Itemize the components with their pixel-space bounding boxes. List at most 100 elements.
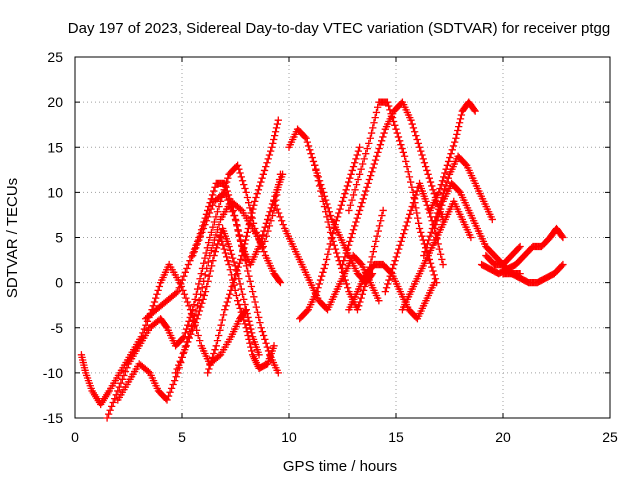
data-point [118, 375, 127, 383]
data-point [451, 138, 459, 146]
data-point [461, 160, 470, 168]
data-point [238, 251, 246, 260]
data-point [248, 329, 256, 337]
data-point [435, 245, 444, 253]
data-point [364, 179, 372, 187]
data-point [397, 141, 405, 149]
data-point [435, 209, 444, 217]
data-point [334, 253, 342, 261]
data-point [357, 165, 365, 173]
data-point [337, 201, 345, 209]
data-point [347, 233, 355, 242]
data-point [226, 266, 234, 274]
data-point [246, 204, 254, 212]
data-point [196, 290, 205, 298]
data-point [106, 406, 114, 414]
data-point [209, 257, 217, 265]
data-point [253, 308, 262, 316]
data-point [360, 191, 369, 199]
data-point [216, 326, 224, 334]
data-point [324, 250, 332, 258]
data-point [252, 303, 260, 311]
data-point [262, 162, 270, 171]
data-point [341, 190, 349, 198]
data-point [449, 142, 458, 150]
data-point [276, 213, 284, 221]
data-point [351, 159, 359, 167]
data-point [374, 103, 382, 111]
data-point [342, 186, 350, 194]
data-point [195, 280, 203, 288]
data-point [311, 161, 319, 169]
data-point [206, 233, 214, 242]
data-point [240, 316, 248, 324]
data-point [318, 184, 326, 193]
data-point [374, 148, 382, 157]
data-point [261, 335, 269, 344]
data-point [559, 260, 567, 269]
data-point [167, 384, 176, 392]
data-point [354, 175, 362, 184]
data-point [307, 150, 315, 158]
data-point [323, 200, 331, 208]
data-point [221, 306, 229, 314]
data-point [150, 298, 159, 306]
x-tick-label: 20 [495, 429, 511, 445]
x-tick-label: 10 [281, 429, 297, 445]
data-point [182, 342, 190, 350]
data-point [431, 275, 440, 283]
data-point [358, 290, 367, 298]
data-point [230, 281, 238, 289]
data-point [425, 174, 433, 182]
data-point [353, 151, 361, 159]
data-point [187, 253, 196, 261]
data-point [400, 152, 409, 160]
data-point [367, 258, 375, 266]
data-point [220, 245, 228, 253]
data-point [241, 300, 249, 309]
data-point [142, 321, 150, 329]
data-point [215, 220, 223, 229]
data-point [385, 102, 393, 110]
data-point [200, 259, 208, 267]
data-point [405, 173, 414, 181]
data-point [357, 202, 365, 211]
data-point [229, 254, 237, 262]
data-point [192, 244, 200, 252]
data-point [247, 325, 255, 333]
data-point [176, 357, 184, 365]
data-point [319, 268, 327, 276]
data-point [440, 173, 448, 181]
data-point [393, 249, 402, 257]
data-point [175, 284, 183, 292]
data-point [185, 302, 193, 310]
data-point [429, 186, 437, 194]
data-point [409, 124, 418, 132]
y-tick-label: -5 [51, 320, 64, 336]
data-point [169, 380, 177, 389]
data-point [244, 313, 252, 322]
data-point [417, 147, 425, 155]
data-point [251, 197, 259, 206]
data-point [379, 133, 387, 141]
series-arc-1 [77, 260, 250, 409]
data-point [204, 258, 212, 266]
data-point [196, 303, 205, 311]
series-arc-13 [338, 98, 447, 269]
data-point [198, 284, 206, 292]
data-point [234, 226, 242, 234]
data-point [406, 210, 414, 218]
data-point [242, 324, 250, 332]
data-point [369, 124, 377, 132]
data-point [348, 166, 356, 175]
data-point [369, 248, 378, 256]
data-points [77, 98, 567, 422]
data-point [312, 165, 320, 173]
data-point [196, 232, 204, 240]
series-arc-23 [482, 242, 524, 269]
data-point [413, 135, 421, 144]
data-point [187, 330, 195, 338]
data-point [313, 288, 321, 296]
data-point [408, 202, 416, 211]
data-point [210, 349, 218, 358]
